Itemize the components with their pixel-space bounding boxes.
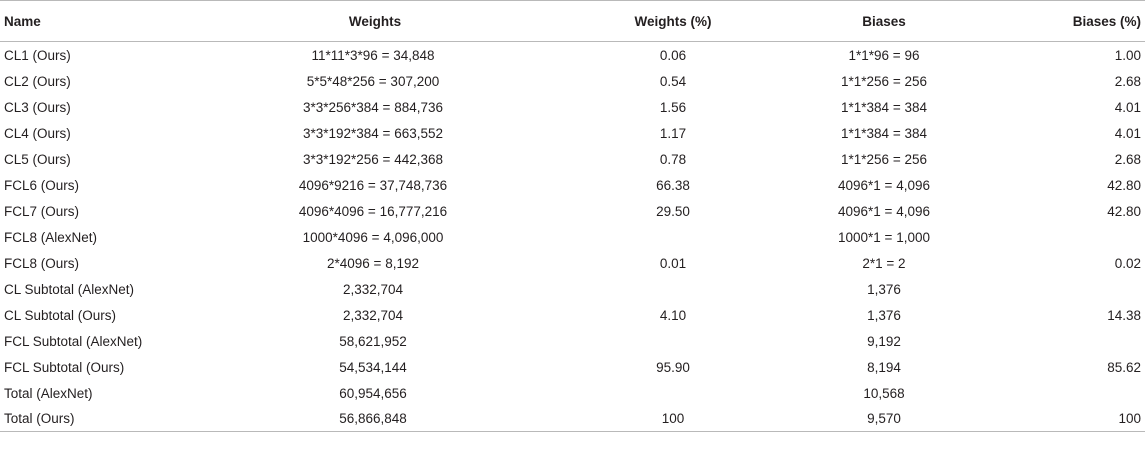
table-row: FCL8 (Ours) 2*4096 = 8,192 0.01 2*1 = 2 … <box>0 250 1145 276</box>
table-row: FCL Subtotal (Ours) 54,534,144 95.90 8,1… <box>0 354 1145 380</box>
cell-name: FCL Subtotal (Ours) <box>4 359 125 375</box>
table-row: Total (AlexNet) 60,954,656 10,568 <box>0 380 1145 406</box>
cell-name: CL Subtotal (AlexNet) <box>4 281 135 297</box>
cell-biases-percent: 2.68 <box>1114 73 1141 89</box>
parameter-table: Name Weights Weights (%) Biases Biases (… <box>0 0 1145 432</box>
cell-name: FCL8 (Ours) <box>4 255 80 271</box>
table-row: FCL Subtotal (AlexNet) 58,621,952 9,192 <box>0 328 1145 354</box>
header-weights-percent: Weights (%) <box>550 0 730 42</box>
cell-weights: 1000*4096 = 4,096,000 <box>302 229 444 245</box>
cell-weights: 5*5*48*256 = 307,200 <box>306 73 440 89</box>
cell-name: CL3 (Ours) <box>4 99 71 115</box>
cell-weights: 3*3*192*256 = 442,368 <box>302 151 443 167</box>
cell-biases-percent: 4.01 <box>1114 99 1141 115</box>
cell-name: CL5 (Ours) <box>4 151 71 167</box>
cell-weights: 2,332,704 <box>342 307 404 323</box>
cell-biases: 10,568 <box>863 385 905 401</box>
cell-weights-percent: 0.01 <box>659 255 687 271</box>
cell-biases-percent: 2.68 <box>1114 151 1141 167</box>
table-row: FCL6 (Ours) 4096*9216 = 37,748,736 66.38… <box>0 172 1145 198</box>
cell-name: FCL6 (Ours) <box>4 177 80 193</box>
header-biases: Biases <box>730 0 1012 42</box>
cell-name: FCL7 (Ours) <box>4 203 80 219</box>
cell-weights-percent: 29.50 <box>656 203 690 219</box>
cell-biases-percent: 42.80 <box>1107 177 1141 193</box>
cell-weights: 60,954,656 <box>339 385 407 401</box>
cell-biases-percent: 4.01 <box>1114 125 1141 141</box>
table-body: CL1 (Ours) 11*11*3*96 = 34,848 0.06 1*1*… <box>0 42 1145 432</box>
table-header-row: Name Weights Weights (%) Biases Biases (… <box>0 0 1145 42</box>
cell-weights-percent: 100 <box>550 406 730 432</box>
header-biases-percent: Biases (%) <box>1012 0 1145 42</box>
cell-biases-percent: 14.38 <box>1107 307 1141 323</box>
cell-name: FCL Subtotal (AlexNet) <box>4 333 143 349</box>
cell-biases: 2*1 = 2 <box>862 255 906 271</box>
cell-name: Total (Ours) <box>0 406 200 432</box>
table-row: CL5 (Ours) 3*3*192*256 = 442,368 0.78 1*… <box>0 146 1145 172</box>
cell-biases: 1000*1 = 1,000 <box>838 229 930 245</box>
cell-biases: 1,376 <box>867 307 901 323</box>
cell-biases: 4096*1 = 4,096 <box>838 177 930 193</box>
cell-biases: 1*1*256 = 256 <box>841 151 927 167</box>
cell-weights: 3*3*256*384 = 884,736 <box>302 99 443 115</box>
cell-name: CL Subtotal (Ours) <box>4 307 117 323</box>
cell-biases: 9,570 <box>730 406 1012 432</box>
cell-biases: 1*1*96 = 96 <box>848 47 920 63</box>
cell-weights-percent <box>550 276 730 302</box>
table-row: CL Subtotal (AlexNet) 2,332,704 1,376 <box>0 276 1145 302</box>
cell-weights-percent: 4.10 <box>659 307 687 323</box>
cell-weights-percent <box>550 224 730 250</box>
cell-weights: 56,866,848 <box>200 406 550 432</box>
cell-biases: 8,194 <box>867 359 901 375</box>
cell-name: CL4 (Ours) <box>4 125 71 141</box>
cell-weights: 58,621,952 <box>339 333 407 349</box>
table-row: Total (Ours) 56,866,848 100 9,570 100 <box>0 406 1145 432</box>
cell-biases: 4096*1 = 4,096 <box>838 203 930 219</box>
cell-weights-percent: 0.54 <box>659 73 687 89</box>
cell-weights: 54,534,144 <box>339 359 407 375</box>
header-weights: Weights <box>200 0 550 42</box>
cell-weights-percent: 1.17 <box>659 125 687 141</box>
cell-weights-percent: 1.56 <box>659 99 687 115</box>
cell-biases-percent: 0.02 <box>1114 255 1141 271</box>
cell-biases: 1*1*384 = 384 <box>841 99 927 115</box>
cell-biases-percent <box>1012 328 1145 354</box>
cell-weights: 4096*9216 = 37,748,736 <box>298 177 448 193</box>
cell-name: CL1 (Ours) <box>4 47 71 63</box>
table-row: FCL7 (Ours) 4096*4096 = 16,777,216 29.50… <box>0 198 1145 224</box>
cell-name: FCL8 (AlexNet) <box>4 229 98 245</box>
cell-name: Total (AlexNet) <box>4 385 93 401</box>
cell-weights: 3*3*192*384 = 663,552 <box>302 125 443 141</box>
cell-biases-percent <box>1012 276 1145 302</box>
cell-biases: 9,192 <box>867 333 901 349</box>
cell-biases-percent <box>1012 224 1145 250</box>
table-row: CL4 (Ours) 3*3*192*384 = 663,552 1.17 1*… <box>0 120 1145 146</box>
cell-biases: 1,376 <box>867 281 901 297</box>
table-row: FCL8 (AlexNet) 1000*4096 = 4,096,000 100… <box>0 224 1145 250</box>
cell-weights: 11*11*3*96 = 34,848 <box>311 47 435 63</box>
cell-biases-percent: 85.62 <box>1107 359 1141 375</box>
cell-weights: 4096*4096 = 16,777,216 <box>298 203 448 219</box>
cell-weights-percent <box>550 328 730 354</box>
table-row: CL1 (Ours) 11*11*3*96 = 34,848 0.06 1*1*… <box>0 42 1145 69</box>
cell-biases: 1*1*384 = 384 <box>841 125 927 141</box>
cell-weights-percent: 95.90 <box>656 359 690 375</box>
cell-biases-percent: 1.00 <box>1114 47 1141 63</box>
header-name: Name <box>0 0 200 42</box>
table-row: CL2 (Ours) 5*5*48*256 = 307,200 0.54 1*1… <box>0 68 1145 94</box>
cell-biases-percent <box>1012 380 1145 406</box>
cell-biases: 1*1*256 = 256 <box>841 73 927 89</box>
cell-weights-percent: 0.06 <box>659 47 687 63</box>
cell-weights: 2,332,704 <box>342 281 404 297</box>
cell-name: CL2 (Ours) <box>4 73 71 89</box>
table-row: CL Subtotal (Ours) 2,332,704 4.10 1,376 … <box>0 302 1145 328</box>
table-row: CL3 (Ours) 3*3*256*384 = 884,736 1.56 1*… <box>0 94 1145 120</box>
cell-weights-percent: 66.38 <box>656 177 690 193</box>
cell-weights: 2*4096 = 8,192 <box>327 255 419 271</box>
cell-biases-percent: 100 <box>1012 406 1145 432</box>
cell-weights-percent <box>550 380 730 406</box>
cell-biases-percent: 42.80 <box>1107 203 1141 219</box>
cell-weights-percent: 0.78 <box>659 151 687 167</box>
